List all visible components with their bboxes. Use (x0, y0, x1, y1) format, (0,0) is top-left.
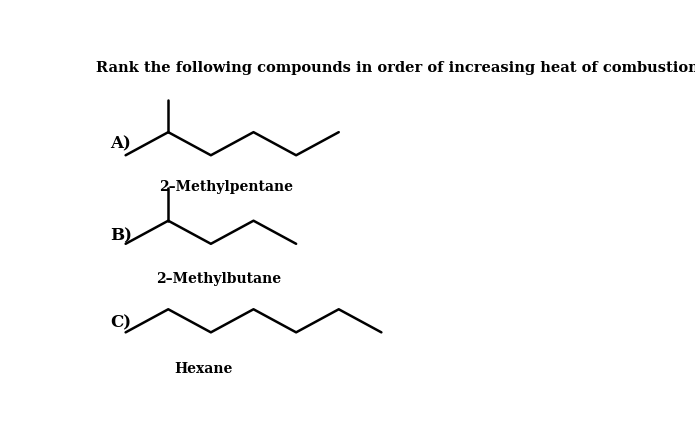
Text: 2–Methylbutane: 2–Methylbutane (156, 272, 281, 286)
Text: Hexane: Hexane (174, 362, 232, 375)
Text: C): C) (110, 315, 131, 332)
Text: 2–Methylpentane: 2–Methylpentane (159, 180, 293, 194)
Text: Rank the following compounds in order of increasing heat of combustion. Be sure : Rank the following compounds in order of… (96, 61, 695, 76)
Text: B): B) (110, 227, 132, 245)
Text: A): A) (110, 135, 131, 152)
